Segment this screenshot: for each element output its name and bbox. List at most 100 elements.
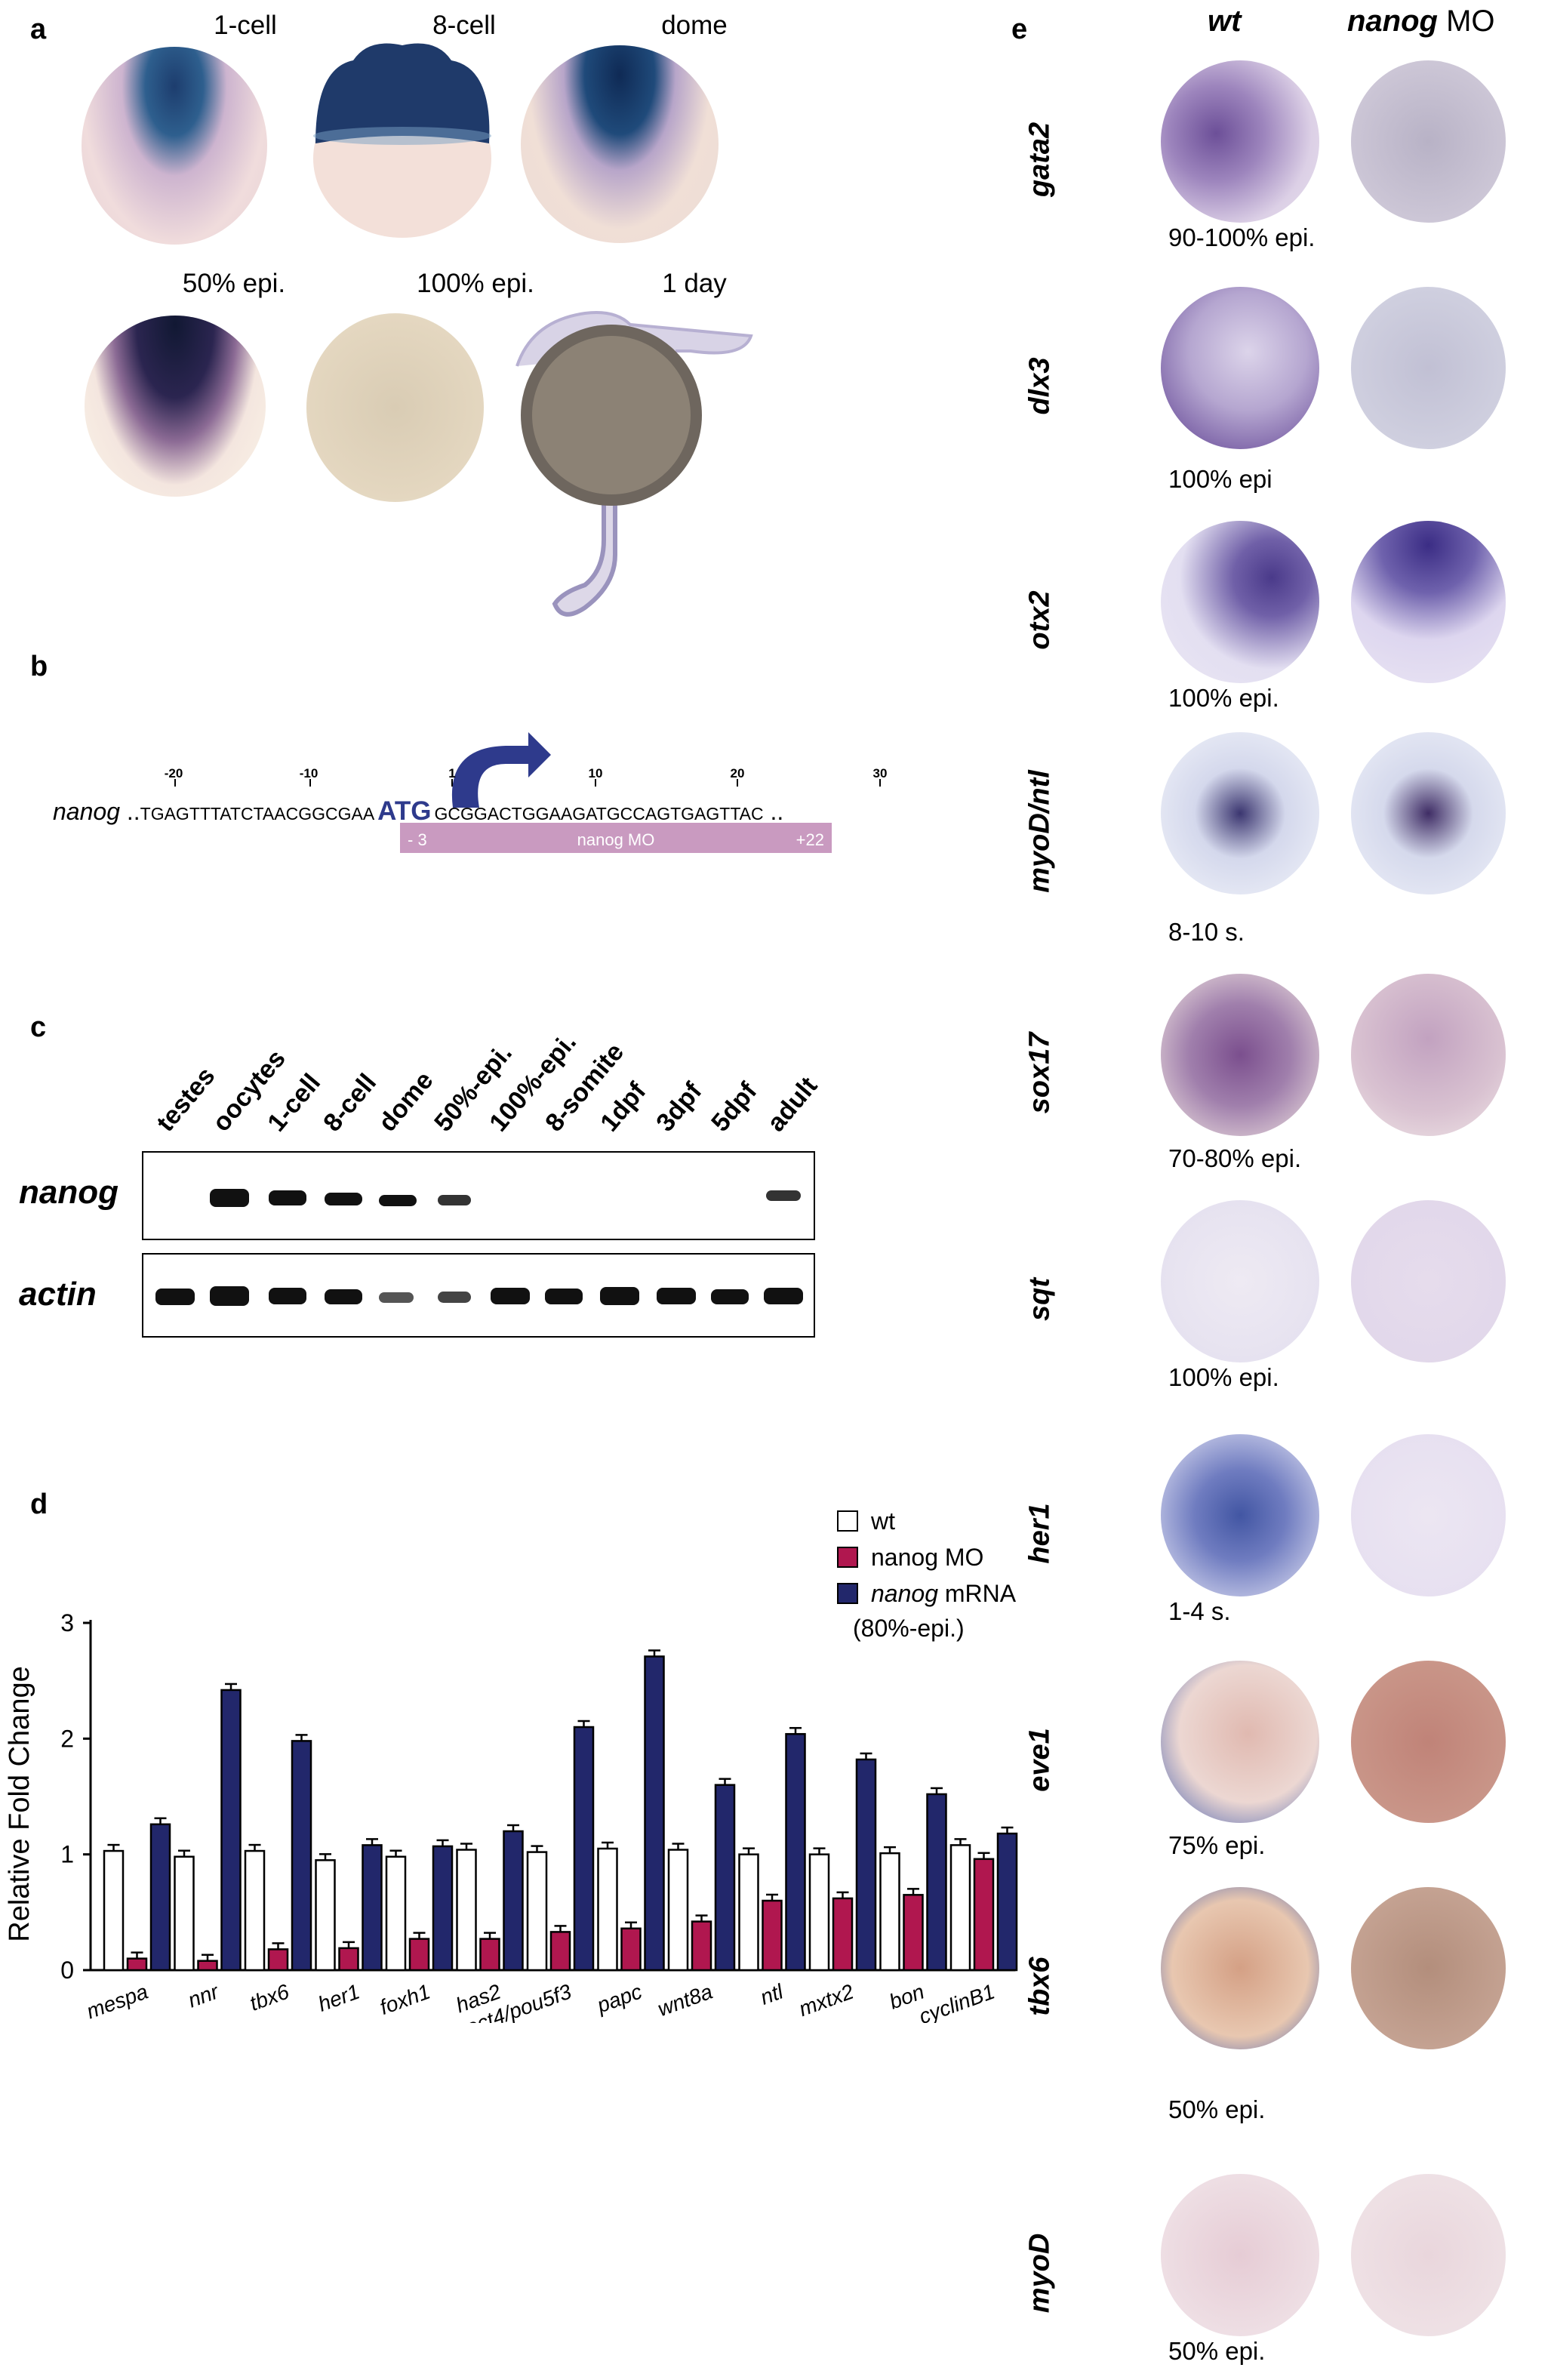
stage-label: dome: [661, 11, 728, 40]
band: [764, 1288, 803, 1304]
bar: [103, 1849, 125, 1972]
band: [766, 1190, 801, 1201]
band: [657, 1288, 696, 1304]
stage-label: 50% epi.: [182, 269, 286, 298]
panel-d-letter: d: [30, 1489, 48, 1520]
legend-swatch: [837, 1547, 858, 1568]
bar: [644, 1655, 665, 1972]
y-tick-label: 1: [60, 1841, 74, 1868]
stage-label: 70-80% epi.: [1168, 1144, 1302, 1172]
panel-e-letter: e: [1011, 14, 1028, 45]
legend-label: nanog MO: [871, 1544, 983, 1571]
panel-b-letter: b: [30, 651, 48, 682]
x-tick-label: mxtx2: [796, 1979, 857, 2021]
embryo-image-wt: [1161, 521, 1319, 683]
bar: [126, 1957, 148, 1972]
bar: [197, 1960, 218, 1972]
band: [210, 1286, 249, 1306]
bar: [973, 1858, 995, 1972]
embryo-image-mo: [1351, 1661, 1506, 1823]
bar: [903, 1894, 924, 1972]
bar: [503, 1830, 524, 1972]
bar: [714, 1784, 736, 1972]
gene-name: nanog: [53, 798, 120, 825]
bar: [996, 1832, 1018, 1972]
gel-row-label: actin: [19, 1276, 97, 1313]
gel-lane-label: 3dpf: [650, 1076, 707, 1138]
position-label: -20: [165, 766, 183, 781]
embryo-image-wt: [1161, 287, 1319, 449]
embryo-image-1-cell: [82, 47, 267, 245]
position-label: 30: [873, 766, 888, 781]
band: [600, 1287, 639, 1305]
embryo-image-50-epi: [85, 316, 266, 497]
morpholino-bar: [400, 823, 832, 853]
embryo-image-wt: [1161, 974, 1319, 1136]
gel-lane-label: 8-cell: [317, 1068, 382, 1138]
gel-lane-label: testes: [151, 1061, 221, 1138]
bar: [832, 1897, 854, 1972]
x-tick-label: papc: [593, 1980, 645, 2018]
bar: [949, 1844, 971, 1972]
col-header-mo: MO: [1446, 5, 1495, 38]
sequence-upstream: TGAGTTTATCTAACGGCGAA: [140, 804, 375, 824]
gene-label: sqt: [1023, 1278, 1056, 1321]
bar: [526, 1851, 548, 1972]
bar: [808, 1853, 830, 1972]
embryo-image-mo: [1351, 287, 1506, 449]
trailing-dots: ..: [770, 798, 784, 825]
gene-label: dlx3: [1023, 357, 1056, 415]
embryo-image-wt: [1161, 1661, 1319, 1823]
band: [379, 1292, 414, 1303]
embryo-image-1-day: [502, 306, 759, 630]
gene-label: tbx6: [1023, 1957, 1056, 2016]
stage-label: 100% epi.: [1168, 684, 1279, 712]
position-label: -10: [300, 766, 319, 781]
embryo-image-mo: [1351, 974, 1506, 1136]
position-label: 20: [731, 766, 745, 781]
bar: [691, 1920, 712, 1972]
mo-label: nanog MO: [577, 830, 655, 849]
panel-a-letter: a: [30, 14, 47, 45]
bar: [620, 1927, 642, 1972]
x-tick-label: cyclinB1: [916, 1980, 998, 2023]
embryo-image-wt: [1161, 732, 1319, 894]
legend-note: (80%-epi.): [853, 1615, 965, 1642]
bar: [338, 1947, 359, 1972]
gene-label: eve1: [1023, 1728, 1056, 1792]
gel-lane-label: dome: [373, 1066, 439, 1138]
nanog-sequence-diagram: -20 -10 1 10 20 30 - 3 nanog MO +22 nano…: [53, 717, 936, 868]
x-tick-label: wnt8a: [654, 1980, 715, 2021]
gene-label: myoD: [1023, 2233, 1056, 2314]
legend-label: nanog mRNA: [871, 1580, 1017, 1607]
band: [545, 1289, 583, 1304]
embryo-image-dome: [521, 45, 719, 243]
start-codon: ATG: [377, 796, 432, 826]
x-tick-label: her1: [315, 1980, 362, 2016]
col-header-gene: nanog: [1347, 5, 1438, 38]
stage-label: 1-4 s.: [1168, 1597, 1231, 1625]
position-label: 1: [448, 766, 455, 781]
embryo-image-mo: [1351, 60, 1506, 223]
embryo-image-mo: [1351, 2174, 1506, 2336]
stage-label: 8-cell: [432, 11, 496, 40]
gel-lane-label: 5dpf: [706, 1076, 763, 1138]
band: [491, 1288, 530, 1304]
bar: [432, 1845, 454, 1972]
mo-start-label: - 3: [408, 830, 427, 849]
x-tick-label: mespa: [83, 1980, 151, 2023]
bar: [385, 1855, 407, 1972]
embryo-image-mo: [1351, 732, 1506, 894]
y-tick-label: 2: [60, 1725, 74, 1752]
bar: [573, 1726, 595, 1972]
bar: [408, 1938, 430, 1972]
bar: [667, 1849, 689, 1972]
embryo-image-mo: [1351, 1887, 1506, 2049]
bar: [785, 1732, 806, 1972]
gel-lane-label: adult: [761, 1071, 823, 1138]
y-tick-label: 0: [60, 1957, 74, 1984]
x-tick-label: tbx6: [247, 1979, 293, 2015]
col-header-wt: wt: [1208, 5, 1242, 38]
bar: [479, 1938, 500, 1972]
gel-row-label: nanog: [19, 1174, 118, 1211]
